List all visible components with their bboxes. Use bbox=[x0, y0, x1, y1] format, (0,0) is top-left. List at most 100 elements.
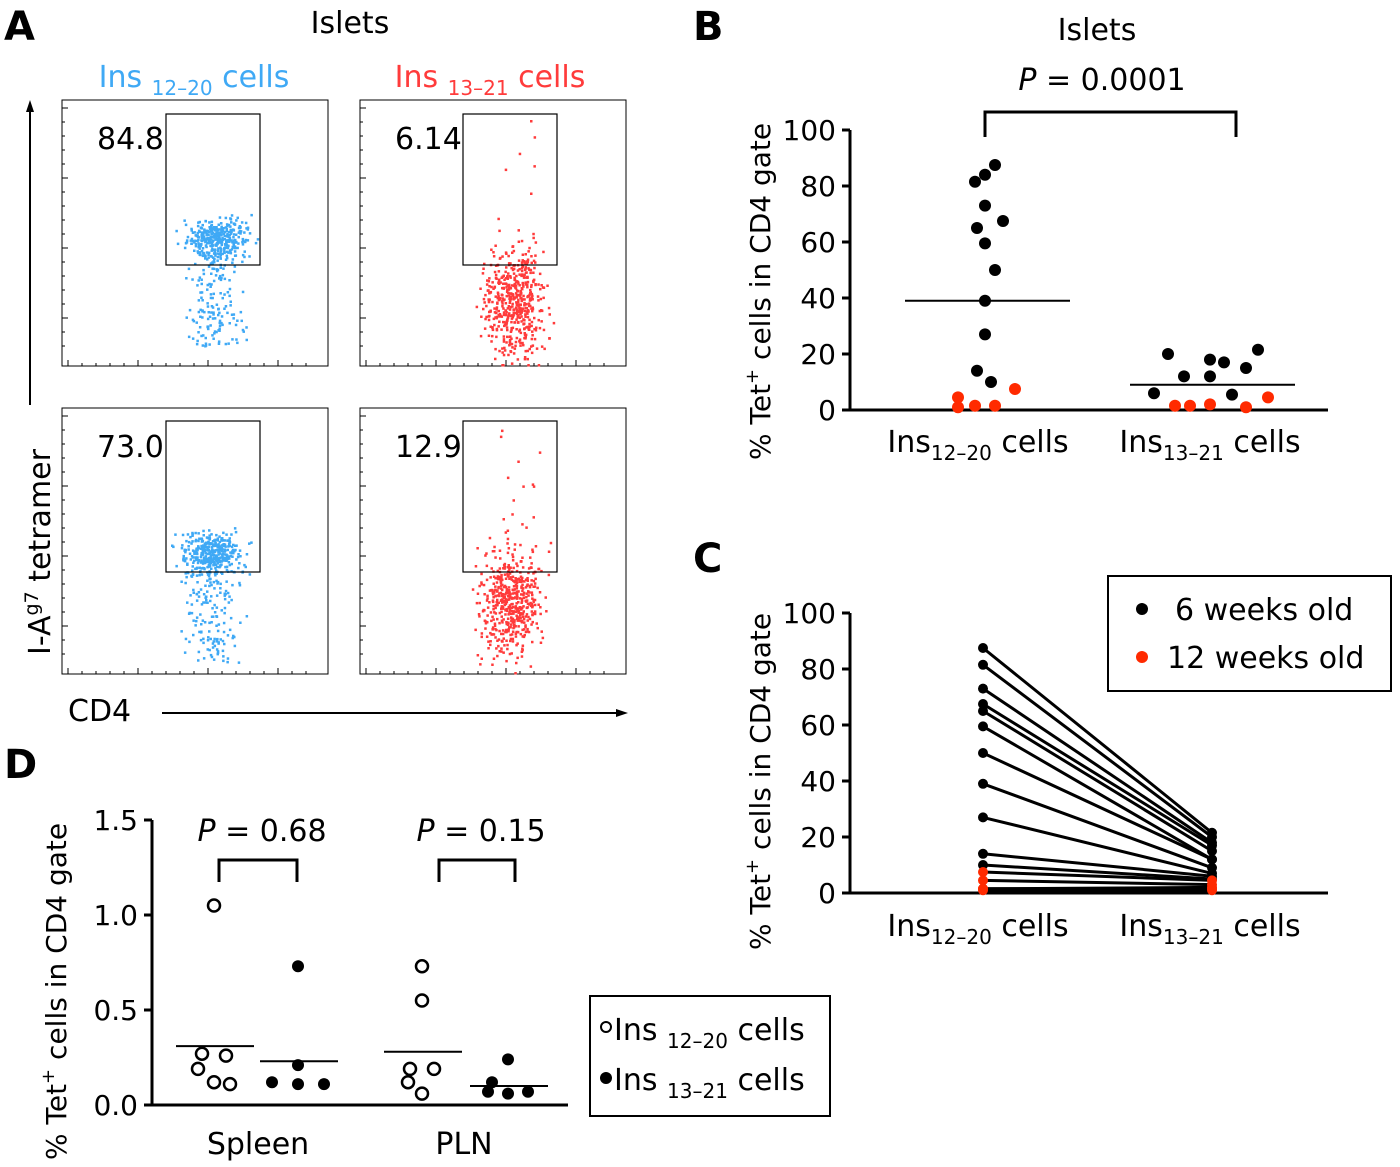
flow-event-dot bbox=[520, 239, 524, 243]
flow-event-dot bbox=[222, 232, 226, 236]
data-point-filled bbox=[292, 1059, 304, 1072]
flow-event-dot bbox=[500, 615, 503, 618]
flow-event-dot bbox=[190, 542, 193, 545]
flow-event-dot bbox=[518, 316, 522, 319]
data-point bbox=[1240, 401, 1252, 414]
flow-event-dot bbox=[501, 351, 504, 354]
flow-event-dot bbox=[528, 325, 531, 329]
flow-event-dot bbox=[225, 559, 228, 562]
flow-event-dot bbox=[514, 625, 517, 628]
flow-event-dot bbox=[494, 585, 497, 588]
legend-base: Ins bbox=[614, 1013, 667, 1048]
flow-event-dot bbox=[205, 251, 209, 254]
flow-event-dot bbox=[213, 227, 216, 231]
flow-event-dot bbox=[505, 294, 508, 298]
flow-event-dot bbox=[500, 619, 504, 622]
flow-event-dot bbox=[529, 297, 532, 300]
legend-tail: cells bbox=[728, 1013, 805, 1048]
flow-event-dot bbox=[516, 615, 519, 618]
flow-event-dot bbox=[513, 548, 516, 551]
flow-event-dot bbox=[213, 317, 217, 320]
flow-event-dot bbox=[237, 566, 240, 570]
xtick-tail: cells bbox=[992, 425, 1069, 460]
flow-event-dot bbox=[530, 579, 533, 582]
flow-event-dot bbox=[532, 259, 536, 263]
flow-event-dot bbox=[487, 647, 490, 650]
data-point-open bbox=[222, 1076, 238, 1092]
flow-event-dot bbox=[223, 539, 227, 542]
flow-event-dot bbox=[497, 575, 501, 579]
flow-event-dot bbox=[521, 341, 524, 345]
flow-event-dot bbox=[215, 228, 218, 231]
flow-event-dot bbox=[516, 269, 520, 272]
data-point-filled bbox=[292, 1078, 304, 1091]
xtick-base: Ins bbox=[887, 909, 931, 944]
flow-event-dot bbox=[521, 649, 524, 652]
flow-event-dot bbox=[502, 637, 505, 640]
flow-event-dot bbox=[504, 270, 507, 274]
flow-event-dot bbox=[485, 315, 488, 319]
flow-event-dot bbox=[493, 311, 497, 314]
flow-event-dot bbox=[543, 347, 546, 351]
data-point bbox=[997, 215, 1009, 227]
data-point bbox=[1240, 362, 1252, 374]
panel-d-xtick-pln: PLN bbox=[435, 1127, 492, 1162]
flow-event-dot bbox=[500, 300, 504, 303]
flow-event-dot bbox=[524, 281, 527, 284]
flow-event-dot bbox=[524, 333, 528, 337]
flow-event-dot bbox=[517, 601, 520, 604]
flow-event-dot bbox=[208, 529, 211, 532]
flow-event-dot bbox=[211, 553, 214, 557]
flow-event-dot bbox=[511, 245, 514, 248]
flow-event-dot bbox=[215, 648, 219, 651]
flow-event-dot bbox=[216, 255, 220, 259]
flow-event-dot bbox=[504, 168, 508, 172]
flow-event-dot bbox=[502, 311, 506, 314]
flow-event-dot bbox=[510, 652, 513, 655]
flow-event-dot bbox=[526, 285, 529, 289]
data-point-filled bbox=[266, 1076, 278, 1089]
flow-event-dot bbox=[519, 575, 523, 578]
flow-event-dot bbox=[497, 292, 500, 296]
flow-event-dot bbox=[221, 323, 224, 327]
flow-event-dot bbox=[230, 562, 233, 566]
flow-event-dot bbox=[501, 629, 505, 632]
flow-event-dot bbox=[511, 346, 514, 349]
flow-event-dot bbox=[204, 257, 207, 260]
flow-event-dot bbox=[491, 281, 494, 284]
flow-event-dot bbox=[220, 228, 223, 231]
flow-event-dot bbox=[521, 566, 525, 569]
flow-event-dot bbox=[548, 337, 551, 340]
legend-base: Ins bbox=[614, 1063, 667, 1098]
flow-event-dot bbox=[492, 604, 495, 608]
flow-event-dot bbox=[514, 610, 517, 613]
flow-event-dot bbox=[209, 324, 212, 327]
flow-event-dot bbox=[506, 647, 509, 651]
flow-event-dot bbox=[498, 298, 502, 301]
flow-event-dot bbox=[480, 583, 483, 586]
flow-event-dot bbox=[498, 229, 501, 233]
flow-event-dot bbox=[204, 342, 208, 345]
flow-event-dot bbox=[515, 313, 519, 316]
flow-event-dot bbox=[487, 280, 491, 283]
flow-event-dot bbox=[221, 639, 225, 643]
flow-event-dot bbox=[232, 241, 236, 245]
ylabel-post: cells in CD4 gate bbox=[40, 823, 73, 1069]
flow-event-dot bbox=[210, 255, 213, 258]
flow-event-dot bbox=[533, 598, 537, 602]
flow-event-dot bbox=[530, 610, 534, 613]
flow-event-dot bbox=[219, 545, 222, 548]
flow-event-dot bbox=[487, 300, 491, 304]
flow-event-dot bbox=[511, 316, 515, 319]
flow-event-dot bbox=[512, 499, 515, 502]
flow-event-dot bbox=[489, 290, 493, 294]
flow-event-dot bbox=[248, 573, 252, 576]
flow-event-dot bbox=[540, 569, 543, 573]
flow-event-dot bbox=[526, 577, 529, 580]
data-point bbox=[1009, 383, 1021, 395]
flow-event-dot bbox=[226, 311, 229, 315]
flow-event-dot bbox=[485, 564, 489, 568]
flow-event-dot bbox=[218, 556, 221, 560]
flow-event-dot bbox=[525, 526, 528, 529]
flow-event-dot bbox=[210, 238, 213, 241]
